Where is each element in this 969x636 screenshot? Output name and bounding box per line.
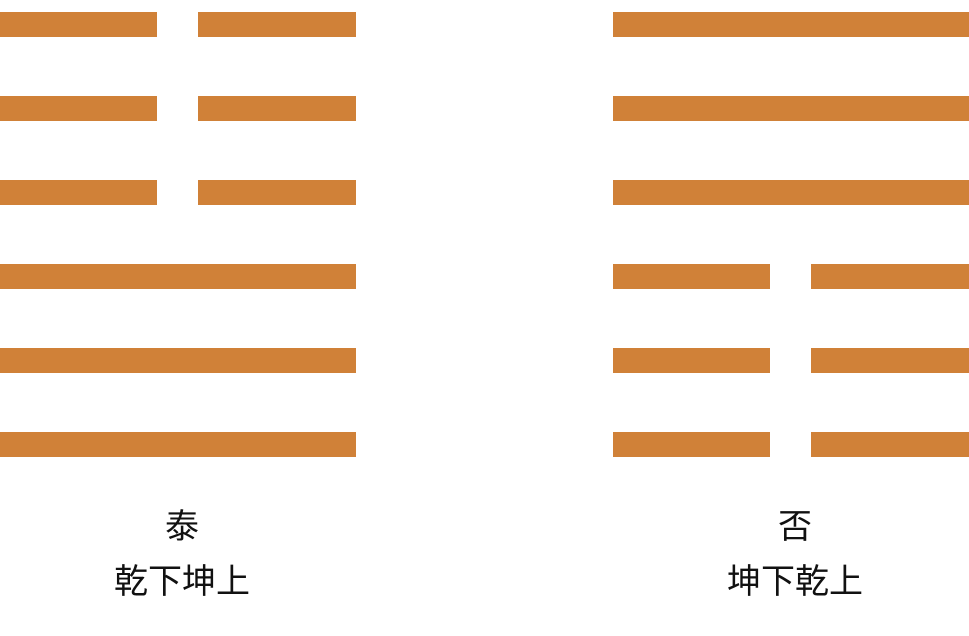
line-segment-left <box>613 348 770 373</box>
yin-line <box>0 96 356 121</box>
line-segment-right <box>811 264 969 289</box>
yin-line <box>613 264 969 289</box>
yang-line <box>613 180 969 205</box>
yang-line <box>0 432 356 457</box>
hexagram-description: 乾下坤上 <box>114 562 250 602</box>
line-segment-full <box>613 12 969 37</box>
line-segment-right <box>198 180 356 205</box>
yin-line <box>0 180 356 205</box>
line-segment-left <box>0 12 157 37</box>
hexagram-name: 泰 <box>165 507 199 547</box>
line-segment-right <box>811 432 969 457</box>
line-segment-right <box>198 12 356 37</box>
line-segment-left <box>613 432 770 457</box>
yang-line <box>613 12 969 37</box>
line-segment-left <box>0 180 157 205</box>
hexagram-name: 否 <box>778 507 812 547</box>
line-segment-left <box>613 264 770 289</box>
line-segment-full <box>0 432 356 457</box>
line-segment-full <box>613 180 969 205</box>
yang-line <box>613 96 969 121</box>
yang-line <box>0 264 356 289</box>
line-segment-right <box>198 96 356 121</box>
yin-line <box>613 432 969 457</box>
hexagram-tai: 泰 乾下坤上 <box>0 0 356 636</box>
yang-line <box>0 348 356 373</box>
hexagram-description: 坤下乾上 <box>727 562 863 602</box>
line-segment-full <box>0 348 356 373</box>
yin-line <box>613 348 969 373</box>
hexagram-pi: 否 坤下乾上 <box>613 0 969 636</box>
hexagram-lines <box>613 12 969 457</box>
hexagram-lines <box>0 12 356 457</box>
yin-line <box>0 12 356 37</box>
line-segment-right <box>811 348 969 373</box>
line-segment-full <box>613 96 969 121</box>
line-segment-left <box>0 96 157 121</box>
line-segment-full <box>0 264 356 289</box>
